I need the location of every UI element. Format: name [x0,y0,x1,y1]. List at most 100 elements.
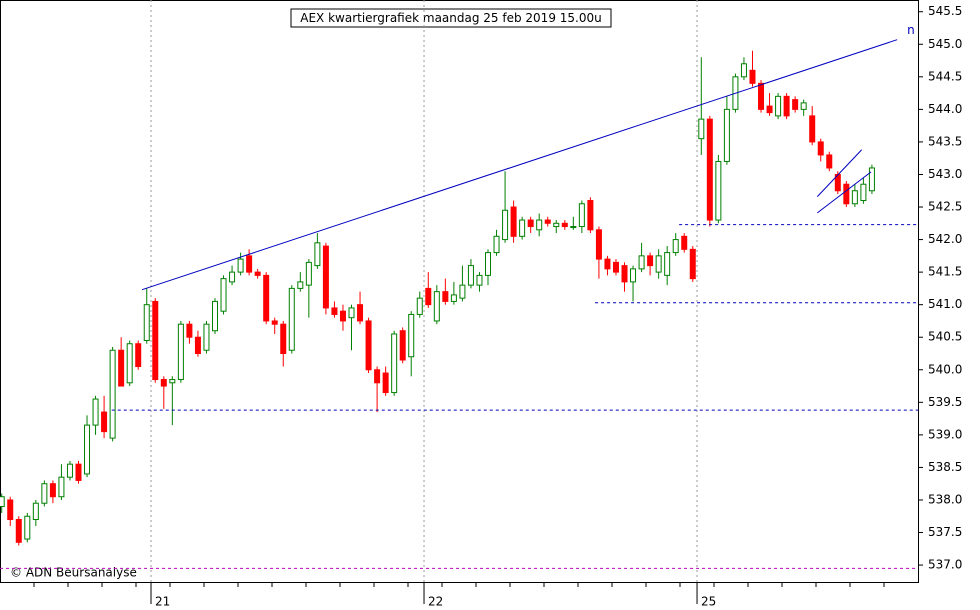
candle-up [126,343,133,384]
candle-up [502,209,509,241]
candle-down [7,499,14,521]
trend-line [816,149,863,197]
candle-up [391,333,398,394]
candle-down [339,310,346,322]
y-tick-label: 544.0 [928,102,962,116]
candle-up [578,203,585,228]
candle-up [775,95,782,117]
candle-up [485,252,492,276]
candle-down [510,206,517,237]
candle-down [706,118,713,221]
credit: © ADN Beursanalyse [10,566,137,580]
candle-down [49,483,56,498]
y-tick-label: 540.5 [928,330,962,344]
candle-up [92,398,99,426]
candle-up [32,502,39,521]
candle-up [519,219,526,237]
candle-down [331,307,338,315]
y-tick-label: 541.5 [928,265,962,279]
candle-down [399,330,406,361]
y-tick-label: 542.0 [928,232,962,246]
candle-down [263,274,270,322]
y-tick-label: 544.5 [928,69,962,83]
candle-down [612,261,619,273]
candle-up [630,268,637,283]
candle-down [442,291,449,302]
trend-line [817,171,872,214]
candle-up [314,242,321,267]
candle-down [322,245,329,309]
y-tick-label: 537.0 [928,558,962,572]
y-tick-label: 545.5 [928,4,962,18]
candle-down [135,343,142,368]
candle-down [280,323,287,354]
title-box [290,8,612,28]
candle-up [536,219,543,231]
candle-up [297,281,304,289]
candle-up [851,190,858,205]
candle-up [408,313,415,358]
candle-up [305,261,312,286]
candle-down [783,95,790,117]
trend-line [141,39,898,291]
candle-down [152,300,159,381]
candle-up [450,294,457,302]
candle-down [561,222,568,228]
candle-down [357,304,364,322]
x-tick-label: 25 [701,595,716,609]
candle-down [544,219,551,224]
candle-up [348,307,355,319]
candle-up [715,160,722,221]
candle-down [689,248,696,280]
y-tick-label: 541.0 [928,297,962,311]
candle-up [433,291,440,322]
y-tick-label: 543.5 [928,134,962,148]
candle-down [758,82,765,110]
candle-up [109,349,116,439]
candle-down [595,229,602,260]
candle-up [41,483,48,504]
candle-down [647,255,654,267]
candle-down [75,463,82,481]
y-tick-label: 538.5 [928,460,962,474]
candle-down [766,105,773,114]
candle-down [621,265,628,283]
chart-title: AEX kwartiergrafiek maandag 25 feb 2019 … [300,11,601,25]
candle-down [527,219,534,228]
x-tick-label: 22 [428,595,443,609]
candle-down [15,519,22,543]
candle-up [143,304,150,341]
candle-up [459,284,466,299]
line-label: n [907,23,915,37]
candle-up [800,102,807,110]
candle-down [160,379,167,387]
candle-up [66,463,73,478]
candle-up [467,265,474,286]
candle-up [177,323,184,381]
y-tick-label: 537.5 [928,525,962,539]
candle-down [254,271,261,276]
candle-up [553,222,560,228]
candle-up [169,379,176,384]
candle-down [118,349,125,387]
candle-up [655,255,662,273]
candle-up [476,274,483,286]
candle-down [246,255,253,273]
y-tick-label: 543.0 [928,167,962,181]
candle-up [493,235,500,254]
candle-down [425,287,432,306]
candle-up [638,255,645,270]
y-tick-label: 539.5 [928,395,962,409]
candle-down [817,141,824,156]
candle-down [604,258,611,270]
candle-up [672,239,679,254]
candle-down [365,320,372,371]
candle-up [723,108,730,162]
candle-down [374,369,381,384]
candle-up [860,183,867,202]
candle-up [740,63,747,78]
candle-up [288,287,295,351]
candle-up [84,424,91,475]
